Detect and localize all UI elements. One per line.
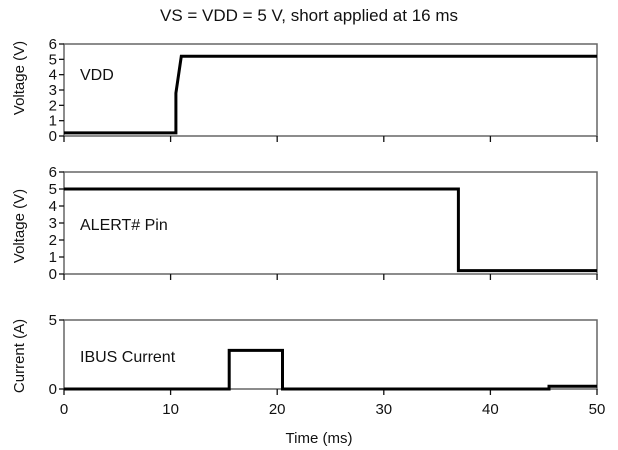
panel-1-ytick-label: 0	[49, 128, 57, 145]
panel-1-ytick-label: 1	[49, 113, 57, 130]
panel-1-ytick-label: 5	[49, 51, 57, 68]
panel-1-ytick-label: 2	[49, 97, 57, 114]
panel-2-annotation: ALERT# Pin	[80, 217, 168, 234]
panel-2-ytick-label: 1	[49, 249, 57, 266]
panel-2-ytick-label: 6	[49, 164, 57, 181]
panel-3-ytick-label: 5	[49, 312, 57, 329]
xtick-label: 40	[482, 401, 499, 418]
panel-3-ytick-label: 0	[49, 381, 57, 398]
xtick-label: 10	[162, 401, 179, 418]
panel-3-ylabel: Current (A)	[11, 319, 28, 393]
panel-1-annotation: VDD	[80, 67, 114, 84]
panel-2-ytick-label: 3	[49, 215, 57, 232]
xtick-label: 30	[375, 401, 392, 418]
panel-2-ytick-label: 2	[49, 232, 57, 249]
panel-1-ytick-label: 4	[49, 67, 57, 84]
panel-3-series-line	[64, 348, 597, 391]
xtick-label: 20	[269, 401, 286, 418]
panel-2-ytick-label: 4	[49, 198, 57, 215]
panel-1-ytick-label: 6	[49, 36, 57, 53]
panel-2-ylabel: Voltage (V)	[11, 189, 28, 263]
xtick-label: 0	[60, 401, 68, 418]
panel-2-series-line	[64, 187, 597, 273]
panel-2-ytick-label: 0	[49, 266, 57, 283]
xtick-label: 50	[589, 401, 606, 418]
panel-2-ytick-label: 5	[49, 181, 57, 198]
panel-1-ylabel: Voltage (V)	[11, 41, 28, 115]
x-axis-label: Time (ms)	[286, 430, 353, 447]
panel-1-series-line	[64, 54, 597, 135]
panel-3-annotation: IBUS Current	[80, 349, 176, 366]
chart-title: VS = VDD = 5 V, short applied at 16 ms	[160, 6, 458, 25]
panel-1-ytick-label: 3	[49, 82, 57, 99]
